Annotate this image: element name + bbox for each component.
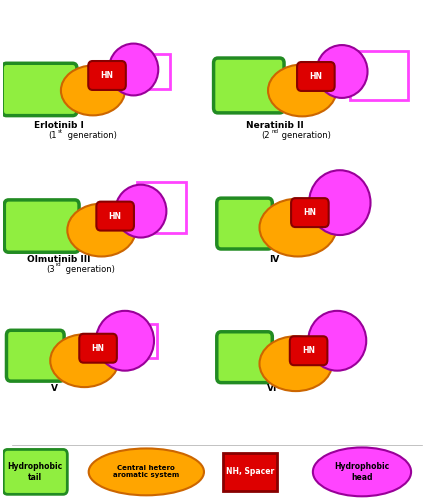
Ellipse shape [89,448,203,496]
Text: HN: HN [301,346,314,355]
Text: generation): generation) [278,132,330,140]
Ellipse shape [115,184,166,238]
Text: HN: HN [108,212,121,220]
Text: HN: HN [303,208,316,217]
Text: HN: HN [100,71,113,80]
Ellipse shape [267,64,335,116]
FancyBboxPatch shape [296,62,334,91]
Text: IV: IV [269,255,279,264]
Text: rd: rd [55,262,61,268]
Ellipse shape [108,44,158,96]
FancyBboxPatch shape [290,198,328,227]
Text: (2: (2 [261,132,270,140]
Text: st: st [57,129,62,134]
Text: HN: HN [309,72,322,81]
Text: Hydrophobic
head: Hydrophobic head [334,462,389,481]
Text: Erlotinib I: Erlotinib I [34,122,83,130]
FancyBboxPatch shape [216,198,272,249]
Text: Olmutinib III: Olmutinib III [27,255,90,264]
Text: NH, Spacer: NH, Spacer [225,468,273,476]
Text: VI: VI [267,384,277,392]
FancyBboxPatch shape [213,58,283,113]
Text: V: V [51,384,58,392]
Text: Neratinib II: Neratinib II [245,122,303,130]
FancyBboxPatch shape [96,202,134,230]
Ellipse shape [259,336,332,391]
FancyBboxPatch shape [2,64,77,116]
Ellipse shape [96,311,154,370]
FancyBboxPatch shape [88,61,126,90]
FancyBboxPatch shape [289,336,327,365]
Ellipse shape [61,66,125,116]
Ellipse shape [308,170,370,235]
Text: generation): generation) [63,265,115,274]
Text: nd: nd [270,129,277,134]
Ellipse shape [259,198,335,256]
FancyBboxPatch shape [223,453,276,491]
Ellipse shape [312,448,410,496]
Ellipse shape [307,311,366,370]
Text: Hydrophobic
tail: Hydrophobic tail [8,462,63,481]
FancyBboxPatch shape [3,450,67,494]
Ellipse shape [67,204,135,256]
Text: (1: (1 [48,132,56,140]
Ellipse shape [50,334,118,387]
Text: (3: (3 [46,265,55,274]
FancyBboxPatch shape [6,330,64,381]
Ellipse shape [316,45,367,98]
Text: HN: HN [91,344,104,352]
FancyBboxPatch shape [79,334,117,362]
FancyBboxPatch shape [216,332,272,382]
Text: Central hetero
aromatic system: Central hetero aromatic system [113,466,179,478]
Text: generation): generation) [65,132,117,140]
FancyBboxPatch shape [4,200,79,252]
